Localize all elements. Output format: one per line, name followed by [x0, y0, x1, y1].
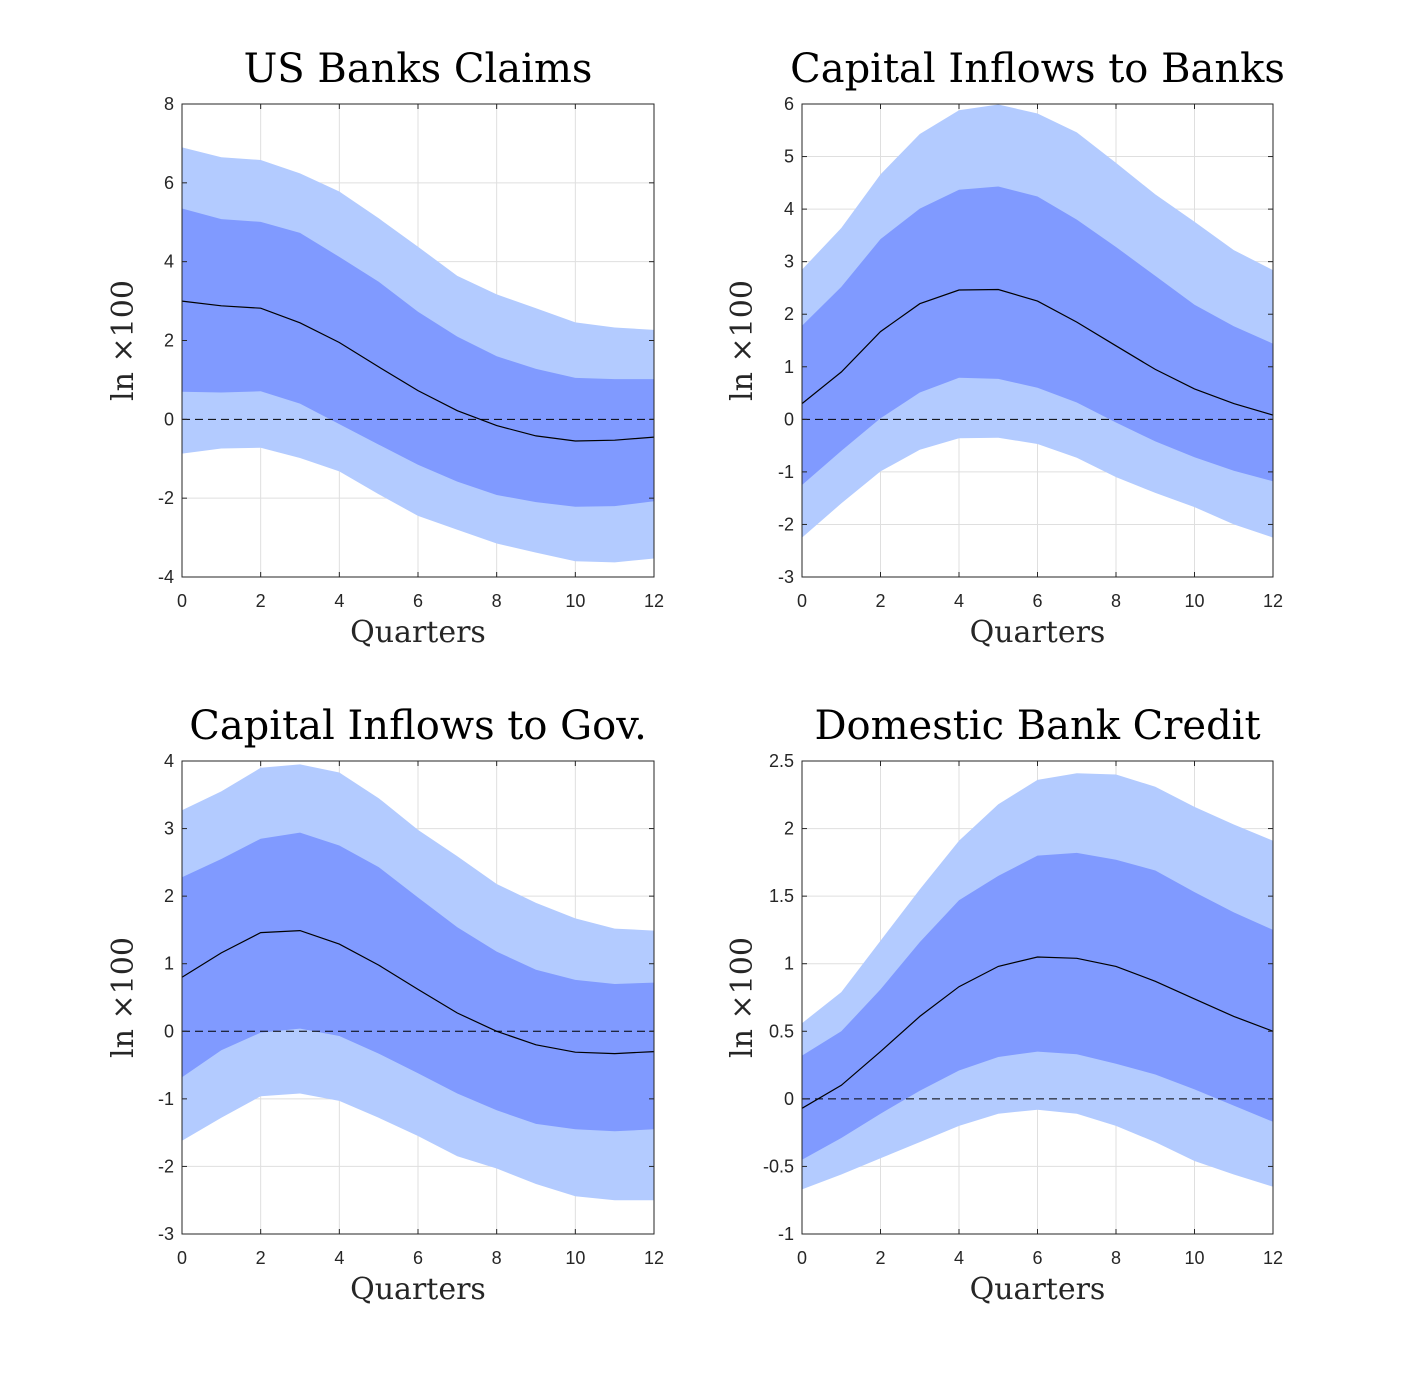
x-tick-label: 12: [1263, 1248, 1283, 1268]
x-tick-label: 8: [1111, 591, 1121, 611]
y-tick-label: 1.5: [769, 886, 794, 906]
y-tick-label: 0: [784, 1089, 794, 1109]
inner-confidence-band: [802, 186, 1273, 485]
y-tick-label: -1: [158, 1089, 174, 1109]
x-tick-label: 0: [177, 591, 187, 611]
y-axis-label: ln ×100: [106, 937, 141, 1058]
y-axis-label: ln ×100: [106, 280, 141, 401]
x-tick-label: 10: [565, 1248, 585, 1268]
y-tick-label: 3: [784, 252, 794, 272]
y-tick-label: 6: [164, 173, 174, 193]
inner-confidence-band: [182, 208, 654, 507]
x-tick-label: 6: [413, 591, 423, 611]
x-tick-label: 12: [644, 591, 664, 611]
x-tick-label: 4: [334, 1248, 344, 1268]
y-tick-label: 4: [784, 199, 794, 219]
panel-domestic-bank-credit: 0 2 4 6 8 10 12 -1 -0.5 0 0.5 1 1.5 2 2.5 Domestic Bank…: [725, 703, 1283, 1307]
y-tick-label: -2: [778, 514, 794, 534]
x-tick-label: 10: [565, 591, 585, 611]
x-axis-label: Quarters: [350, 1272, 486, 1307]
y-axis-label: ln ×100: [725, 280, 760, 401]
y-tick-label: 2: [784, 819, 794, 839]
x-tick-label: 10: [1184, 591, 1204, 611]
median-response-line: [181, 300, 655, 442]
x-tick-label: 0: [177, 1248, 187, 1268]
y-tick-label: 1: [784, 357, 794, 377]
y-tick-label: 3: [164, 819, 174, 839]
y-tick-label: 1: [164, 954, 174, 974]
x-tick-label: 6: [1032, 591, 1042, 611]
chart-title: Domestic Bank Credit: [814, 703, 1260, 749]
x-tick-label: 12: [644, 1248, 664, 1268]
x-tick-label: 0: [797, 591, 807, 611]
y-tick-label: 0: [164, 409, 174, 429]
y-tick-label: -0.5: [763, 1156, 794, 1176]
y-tick-label: -2: [158, 488, 174, 508]
x-tick-label: 4: [334, 591, 344, 611]
y-tick-label: 2: [164, 331, 174, 351]
y-tick-label: -1: [778, 462, 794, 482]
x-tick-label: 2: [256, 591, 266, 611]
chart-title: US Banks Claims: [244, 46, 593, 92]
y-tick-label: 6: [784, 94, 794, 114]
chart-title: Capital Inflows to Gov.: [189, 703, 647, 749]
x-tick-label: 4: [954, 1248, 964, 1268]
median-response-line: [181, 929, 655, 1055]
chart-title: Capital Inflows to Banks: [790, 46, 1285, 92]
x-tick-label: 2: [875, 591, 885, 611]
y-tick-label: 0: [784, 409, 794, 429]
y-tick-label: 2: [164, 886, 174, 906]
median-response-line: [801, 288, 1274, 416]
y-tick-label: 4: [164, 252, 174, 272]
x-tick-label: 10: [1184, 1248, 1204, 1268]
x-tick-label: 4: [954, 591, 964, 611]
x-tick-label: 2: [875, 1248, 885, 1268]
x-axis-label: Quarters: [970, 615, 1106, 650]
y-tick-label: 5: [784, 147, 794, 167]
y-axis-label: ln ×100: [725, 937, 760, 1058]
y-tick-label: 4: [164, 751, 174, 771]
x-axis-label: Quarters: [350, 615, 486, 650]
y-tick-label: 2.5: [769, 751, 794, 771]
y-tick-label: -4: [158, 567, 174, 587]
median-response-line: [801, 956, 1274, 1109]
x-axis-label: Quarters: [970, 1272, 1106, 1307]
x-tick-label: 0: [797, 1248, 807, 1268]
y-tick-label: 8: [164, 94, 174, 114]
inner-confidence-band: [182, 832, 654, 1132]
y-tick-label: -1: [778, 1224, 794, 1244]
y-tick-label: -2: [158, 1156, 174, 1176]
panel-us-banks-claims: 0 2 4 6 8 10 12 -4 -2 0 2 4 6 8 US Banks Claims Quarter…: [106, 46, 664, 650]
x-tick-label: 8: [492, 591, 502, 611]
y-tick-label: 0.5: [769, 1021, 794, 1041]
y-tick-label: -3: [778, 567, 794, 587]
x-tick-label: 6: [413, 1248, 423, 1268]
y-tick-label: 2: [784, 304, 794, 324]
x-tick-label: 8: [1111, 1248, 1121, 1268]
y-tick-label: 1: [784, 954, 794, 974]
inner-confidence-band: [802, 852, 1273, 1160]
y-tick-label: -3: [158, 1224, 174, 1244]
x-tick-label: 8: [492, 1248, 502, 1268]
x-tick-label: 12: [1263, 591, 1283, 611]
x-tick-label: 6: [1032, 1248, 1042, 1268]
y-tick-label: 0: [164, 1021, 174, 1041]
x-tick-label: 2: [256, 1248, 266, 1268]
